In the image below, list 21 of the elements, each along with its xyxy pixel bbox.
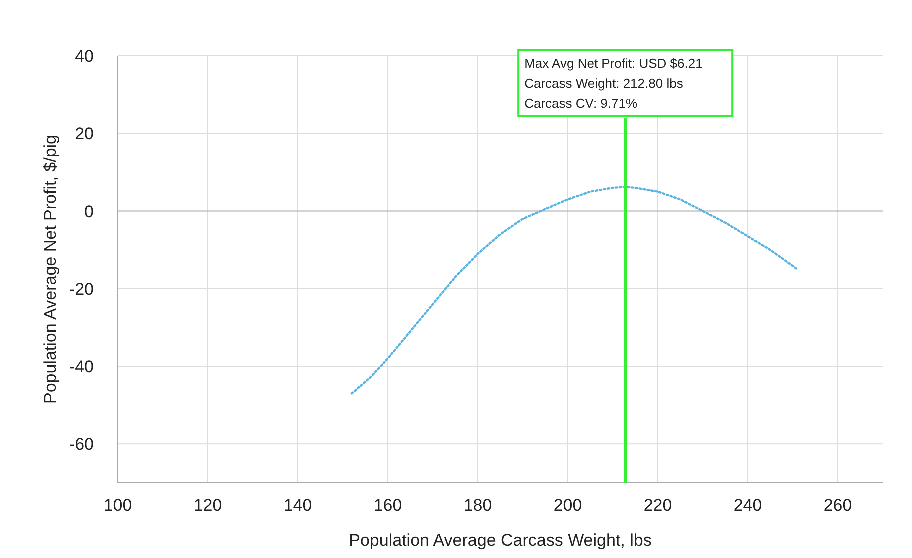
y-tick-label: -40 (69, 358, 94, 377)
x-tick-label: 140 (284, 496, 312, 515)
x-tick-label: 260 (824, 496, 852, 515)
y-tick-label: -20 (69, 280, 94, 299)
x-tick-label: 120 (194, 496, 222, 515)
annotation: Carcass Weight: 212.80 lbs (524, 76, 684, 91)
x-tick-label: 200 (554, 496, 582, 515)
x-tick-label: 240 (734, 496, 762, 515)
line-series (350, 186, 799, 395)
y-tick-label: 40 (75, 47, 94, 66)
y-tick-label: 20 (75, 124, 94, 144)
y-axis-title: Population Average Net Profit, $/pig (41, 134, 60, 404)
x-tick-label: 220 (644, 496, 672, 515)
y-tick-label: 0 (84, 202, 94, 222)
y-tick-label: -60 (69, 435, 94, 454)
x-axis-title: Population Average Carcass Weight, lbs (349, 531, 652, 550)
x-tick-label: 160 (374, 496, 402, 515)
annotation: Max Avg Net Profit: USD $6.21 (524, 56, 703, 71)
x-tick-label: 180 (464, 496, 492, 515)
annotation: Carcass CV: 9.71% (524, 96, 638, 111)
x-tick-label: 100 (104, 496, 132, 515)
